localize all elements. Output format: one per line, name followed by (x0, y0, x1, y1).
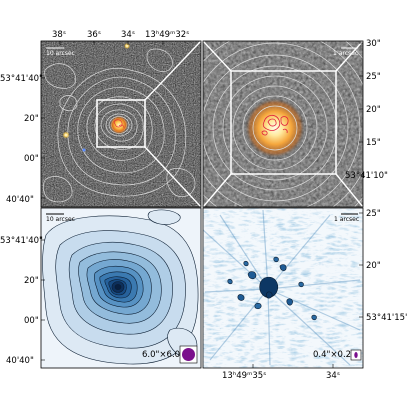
dec-tick-label: 15" (366, 138, 381, 148)
dec-tick-label: 30" (366, 39, 381, 49)
beam-size-label: 0.4"×0.2" (313, 350, 355, 360)
contours-top-left (43, 48, 196, 203)
inner-zoom-box (230, 70, 337, 175)
galaxy-core-zoom (245, 98, 305, 158)
dec-tick-label: 53°41'40" (0, 236, 43, 246)
ra-tick-label: 36ˢ (87, 30, 101, 40)
galaxy-core (110, 116, 128, 134)
dec-tick-label: 00" (24, 316, 39, 326)
dec-tick-label: 20" (24, 276, 39, 286)
foreground-star-2 (124, 43, 130, 49)
blue-source (82, 148, 86, 152)
dec-tick-label: 53°41'40" (0, 74, 43, 84)
panel-top-right: 1 arcsec (203, 41, 363, 207)
rays (203, 209, 361, 366)
panel-bottom-right: 1 arcsec 0.4"×0.2" (203, 208, 363, 368)
red-contours (113, 119, 125, 129)
panel-bottom-left: 10 arcsec 6.0"×6.0" (41, 208, 201, 368)
contours-bottom-left (42, 209, 199, 365)
ra-tick-label: 38ˢ (52, 30, 66, 40)
tick-marks (41, 41, 363, 368)
dec-tick-label: 53°41'15" (366, 313, 407, 323)
scalebar-label: 1 arcsec (333, 50, 358, 57)
top-ra-axis: 38ˢ 36ˢ 34ˢ 13ʰ49ᵐ32ˢ (52, 30, 189, 40)
beam-ellipse (354, 352, 358, 358)
scalebar-label: 1 arcsec (334, 216, 359, 223)
dec-tick-label: 53°41'10" (345, 171, 388, 181)
left-dec-axis-top: 53°41'40" 20" 00" 40'40" (0, 74, 43, 205)
panel-top-left: 10 arcsec (41, 41, 201, 207)
ra-tick-label: 34ˢ (121, 30, 135, 40)
beam-size-label: 6.0"×6.0" (142, 350, 184, 360)
dec-tick-label: 25" (366, 72, 381, 82)
central-source (227, 256, 317, 321)
dec-tick-label: 25" (366, 209, 381, 219)
zoom-box (96, 99, 146, 148)
dec-tick-label: 20" (366, 105, 381, 115)
beam-ellipse (182, 348, 195, 361)
foreground-star (62, 131, 70, 139)
dec-tick-label: 20" (366, 261, 381, 271)
ra-tick-label: 13ʰ49ᵐ35ˢ (222, 371, 266, 381)
left-dec-axis-bottom: 53°41'40" 20" 00" 40'40" (0, 236, 43, 366)
dec-tick-label: 00" (24, 154, 39, 164)
dec-tick-label: 40'40" (6, 195, 34, 205)
bottom-ra-axis: 13ʰ49ᵐ35ˢ 34ˢ (222, 371, 340, 381)
ra-tick-label: 13ʰ49ᵐ32ˢ (145, 30, 189, 40)
ra-tick-label: 34ˢ (326, 371, 340, 381)
red-contours-zoom (261, 114, 289, 136)
dec-tick-label: 40'40" (6, 356, 34, 366)
scalebar-label: 10 arcsec (46, 50, 75, 57)
dec-tick-label: 20" (24, 114, 39, 124)
right-dec-axis-top: 30" 25" 20" 15" 53°41'10" (345, 39, 388, 181)
scalebar-label: 10 arcsec (46, 216, 75, 223)
contours-top-right (203, 41, 363, 207)
right-dec-axis-bottom: 25" 20" 53°41'15" (366, 209, 407, 323)
